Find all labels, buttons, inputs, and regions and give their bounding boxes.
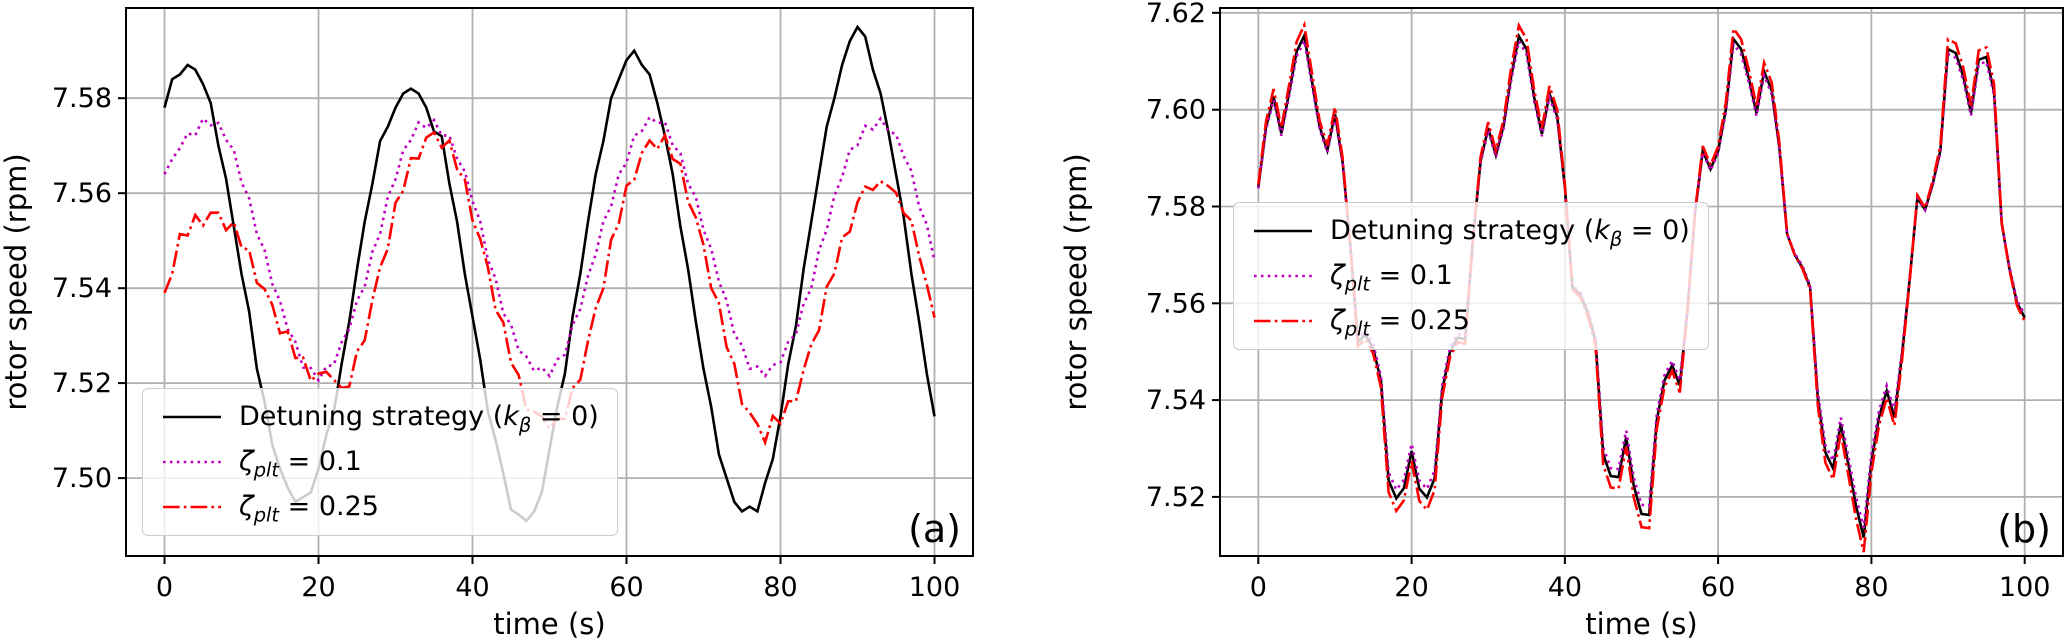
svg-text:40: 40 <box>1548 572 1582 603</box>
svg-text:7.52: 7.52 <box>52 368 112 399</box>
svg-text:7.62: 7.62 <box>1146 0 1206 29</box>
dashdot-line-sample-icon <box>1254 319 1312 323</box>
svg-text:60: 60 <box>1701 572 1735 603</box>
svg-text:rotor speed (rpm): rotor speed (rpm) <box>1059 153 1093 410</box>
svg-text:20: 20 <box>301 572 335 603</box>
legend-entry-detuning: Detuning strategy (kβ = 0) <box>161 399 599 435</box>
svg-text:time (s): time (s) <box>493 607 605 640</box>
svg-text:7.58: 7.58 <box>1146 192 1206 223</box>
chart-a-canvas: 0 20 40 60 80 100 7.50 7.52 7.54 7.56 7.58 time (s)… <box>0 7 974 640</box>
svg-text:7.54: 7.54 <box>52 273 112 304</box>
svg-text:100: 100 <box>1999 572 2051 603</box>
svg-text:7.60: 7.60 <box>1146 95 1206 126</box>
legend-entry-zeta-025: ζplt = 0.25 <box>161 489 599 525</box>
svg-text:80: 80 <box>763 572 797 603</box>
svg-text:time (s): time (s) <box>1585 607 1697 640</box>
svg-text:7.52: 7.52 <box>1146 482 1206 513</box>
svg-text:100: 100 <box>909 572 961 603</box>
svg-text:7.54: 7.54 <box>1146 385 1206 416</box>
svg-text:80: 80 <box>1854 572 1888 603</box>
svg-text:(b): (b) <box>1997 507 2051 551</box>
svg-text:7.56: 7.56 <box>52 178 112 209</box>
legend-label: Detuning strategy (kβ = 0) <box>239 401 599 437</box>
svg-text:rotor speed (rpm): rotor speed (rpm) <box>0 153 33 410</box>
chart-panel-a: 0 20 40 60 80 100 7.50 7.52 7.54 7.56 7.58 time (s)… <box>0 0 1033 640</box>
svg-text:20: 20 <box>1394 572 1428 603</box>
legend-entry-zeta-01: ζplt = 0.1 <box>1252 258 1690 294</box>
solid-line-sample-icon <box>1254 229 1312 233</box>
legend-a: Detuning strategy (kβ = 0) ζplt = 0.1 ζp… <box>142 388 618 536</box>
chart-panel-b: 0 20 40 60 80 100 7.52 7.54 7.56 7.58 7.60 7.62 time… <box>1034 0 2067 640</box>
svg-text:(a): (a) <box>908 507 961 551</box>
legend-b: Detuning strategy (kβ = 0) ζplt = 0.1 ζp… <box>1233 202 1709 350</box>
dotted-line-sample-icon <box>1254 274 1312 278</box>
svg-text:7.50: 7.50 <box>52 463 112 494</box>
legend-entry-zeta-025: ζplt = 0.25 <box>1252 303 1690 339</box>
legend-entry-zeta-01: ζplt = 0.1 <box>161 444 599 480</box>
svg-text:0: 0 <box>1250 572 1267 603</box>
svg-text:0: 0 <box>156 572 173 603</box>
legend-label: ζplt = 0.25 <box>1330 305 1470 341</box>
legend-label: ζplt = 0.1 <box>1330 260 1453 296</box>
solid-line-sample-icon <box>163 415 221 419</box>
svg-text:7.58: 7.58 <box>52 83 112 114</box>
dashdot-line-sample-icon <box>163 505 221 509</box>
chart-b-canvas: 0 20 40 60 80 100 7.52 7.54 7.56 7.58 7.60 7.62 time… <box>1059 0 2064 640</box>
svg-text:60: 60 <box>609 572 643 603</box>
svg-text:40: 40 <box>455 572 489 603</box>
legend-label: ζplt = 0.1 <box>239 446 362 482</box>
svg-text:7.56: 7.56 <box>1146 288 1206 319</box>
dotted-line-sample-icon <box>163 460 221 464</box>
legend-entry-detuning: Detuning strategy (kβ = 0) <box>1252 213 1690 249</box>
legend-label: ζplt = 0.25 <box>239 491 379 527</box>
legend-label: Detuning strategy (kβ = 0) <box>1330 215 1690 251</box>
